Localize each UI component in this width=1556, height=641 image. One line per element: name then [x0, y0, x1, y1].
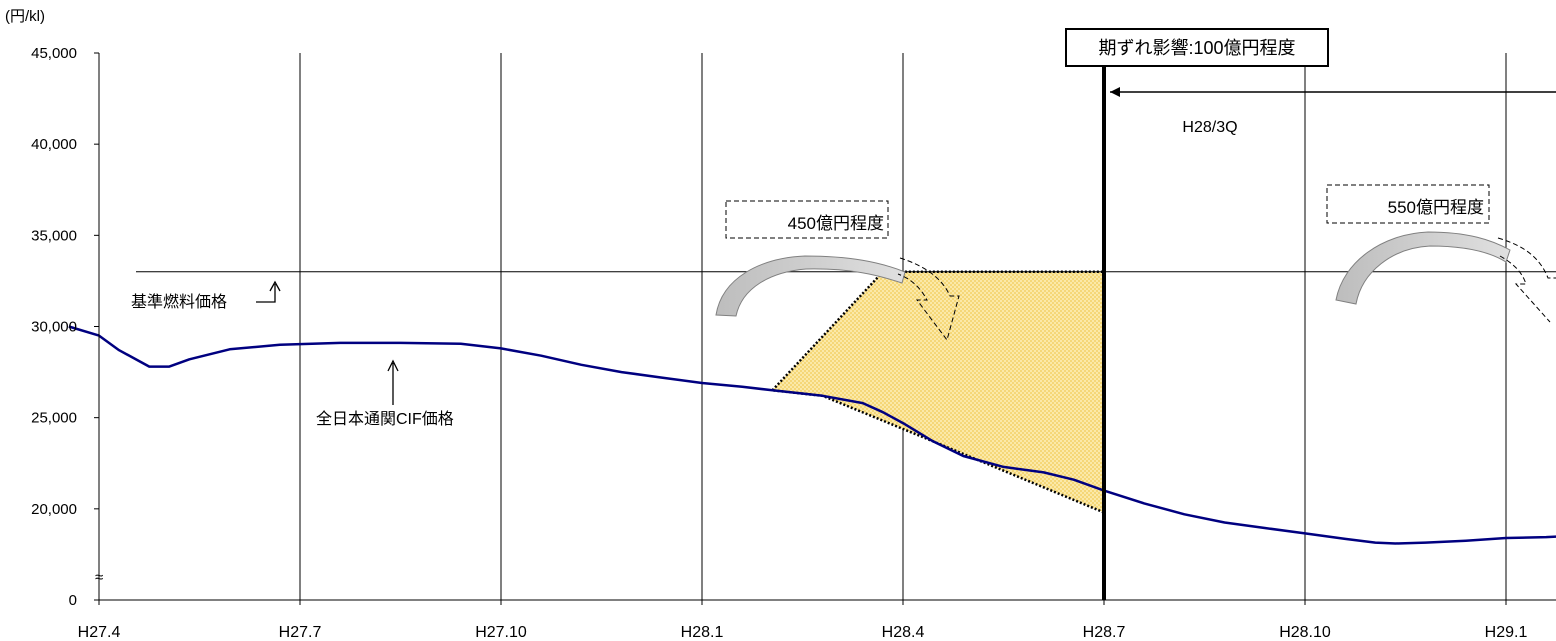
- y-tick-label: 45,000: [31, 45, 77, 62]
- left-curved-arrow-icon: [715, 255, 906, 317]
- left-box-label: 450億円程度: [788, 214, 884, 233]
- right-curved-arrow-icon: [1335, 231, 1511, 305]
- cif-price-label: 全日本通関CIF価格: [316, 410, 454, 428]
- right-dashed-arrowhead-icon: [1497, 237, 1556, 323]
- right-box-label: 550億円程度: [1388, 198, 1484, 217]
- left-dashed-arrowhead-icon: [897, 257, 960, 342]
- y-tick-label: 20,000: [31, 501, 77, 518]
- shaded-regions: [769, 270, 1106, 515]
- base-price-pointer-icon: [256, 284, 276, 303]
- x-tick-label-H28.10: H28.10: [1279, 624, 1331, 641]
- y-tick-label: 25,000: [31, 410, 77, 427]
- axis-break-icon: ≈: [95, 569, 103, 586]
- y-unit-label: (円/kl): [5, 8, 45, 25]
- x-tick-label-H28.7: H28.7: [1083, 624, 1126, 641]
- x-tick-label-H27.7: H27.7: [279, 624, 322, 641]
- period-effect-box: [1065, 28, 1329, 67]
- x-tick-label-H29.1: H29.1: [1485, 624, 1528, 641]
- y-tick-label: 40,000: [31, 136, 77, 153]
- base-price-pointer-head: [269, 280, 281, 292]
- x-tick-label-H27.4: H27.4: [78, 624, 121, 641]
- x-tick-label-H27.10: H27.10: [475, 624, 527, 641]
- y-tick-label: 30,000: [31, 319, 77, 336]
- y-tick-label: 0: [69, 592, 77, 609]
- period-arrow-left-head: [1110, 87, 1120, 97]
- x-tick-label-H28.4: H28.4: [882, 624, 925, 641]
- left-label-box: [725, 200, 889, 239]
- series-lines: H28/3Q: [68, 47, 1556, 600]
- x-tick-label-H28.1: H28.1: [681, 624, 724, 641]
- y-tick-label: 35,000: [31, 227, 77, 244]
- right-label-box: [1326, 184, 1490, 224]
- cif-price-line: [68, 325, 1556, 545]
- period-effect-label: 期ずれ影響:100億円程度: [1098, 38, 1295, 58]
- cif-pointer-icon: [387, 359, 399, 405]
- annotations: 450億円程度 550億円程度 期ずれ影響:100億円程度 基準燃料価格 全日本…: [131, 28, 1556, 428]
- axes: 45,000 40,000 35,000 30,000 25,000 20,000 0 (円/…: [5, 8, 1556, 641]
- shaded-region-1: [769, 270, 1106, 515]
- period-label: H28/3Q: [1182, 119, 1237, 136]
- base-price-label: 基準燃料価格: [131, 293, 227, 311]
